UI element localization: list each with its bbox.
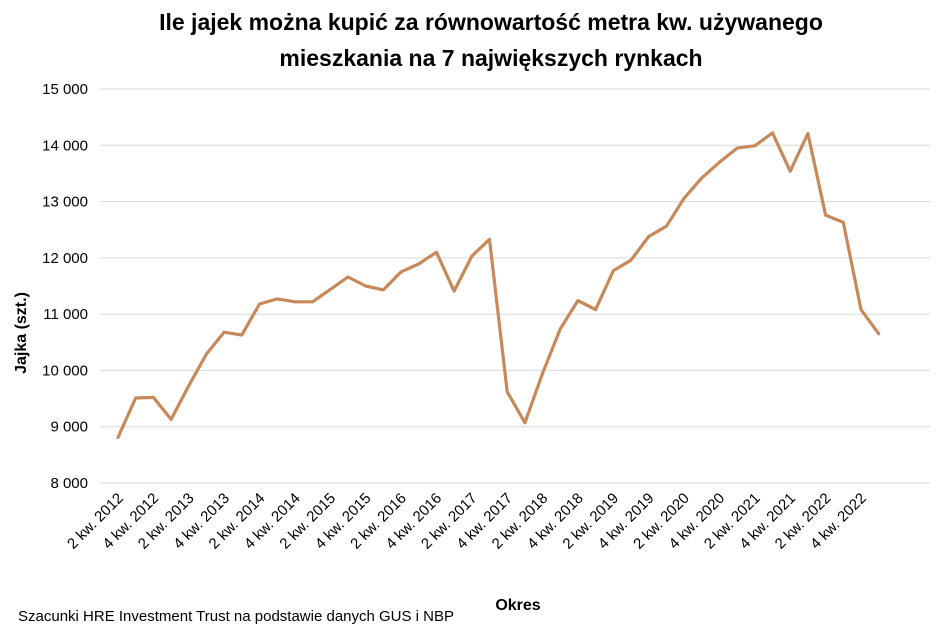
source-note: Szacunki HRE Investment Trust na podstaw… bbox=[18, 608, 454, 625]
y-axis-ticks: 8 000 9 000 10 000 11 000 12 000 13 000 14 000… bbox=[42, 81, 88, 492]
y-tick-label: 10 000 bbox=[42, 362, 88, 379]
y-axis-title: Jajka (szt.) bbox=[13, 292, 30, 374]
y-tick-label: 15 000 bbox=[42, 81, 88, 98]
chart-title: Ile jajek można kupić za równowartość me… bbox=[159, 9, 823, 71]
y-tick-label: 12 000 bbox=[42, 250, 88, 267]
y-tick-label: 9 000 bbox=[50, 419, 88, 436]
y-tick-label: 8 000 bbox=[50, 475, 88, 492]
x-axis-title: Okres bbox=[495, 597, 540, 614]
y-tick-label: 13 000 bbox=[42, 194, 88, 211]
chart-title-line-2: mieszkania na 7 największych rynkach bbox=[279, 45, 702, 71]
gridlines bbox=[100, 88, 930, 484]
chart-title-line-1: Ile jajek można kupić za równowartość me… bbox=[159, 9, 823, 35]
y-tick-label: 14 000 bbox=[42, 137, 88, 154]
series-layer bbox=[116, 131, 881, 439]
series-line bbox=[116, 131, 881, 439]
y-tick-label: 11 000 bbox=[43, 306, 88, 323]
